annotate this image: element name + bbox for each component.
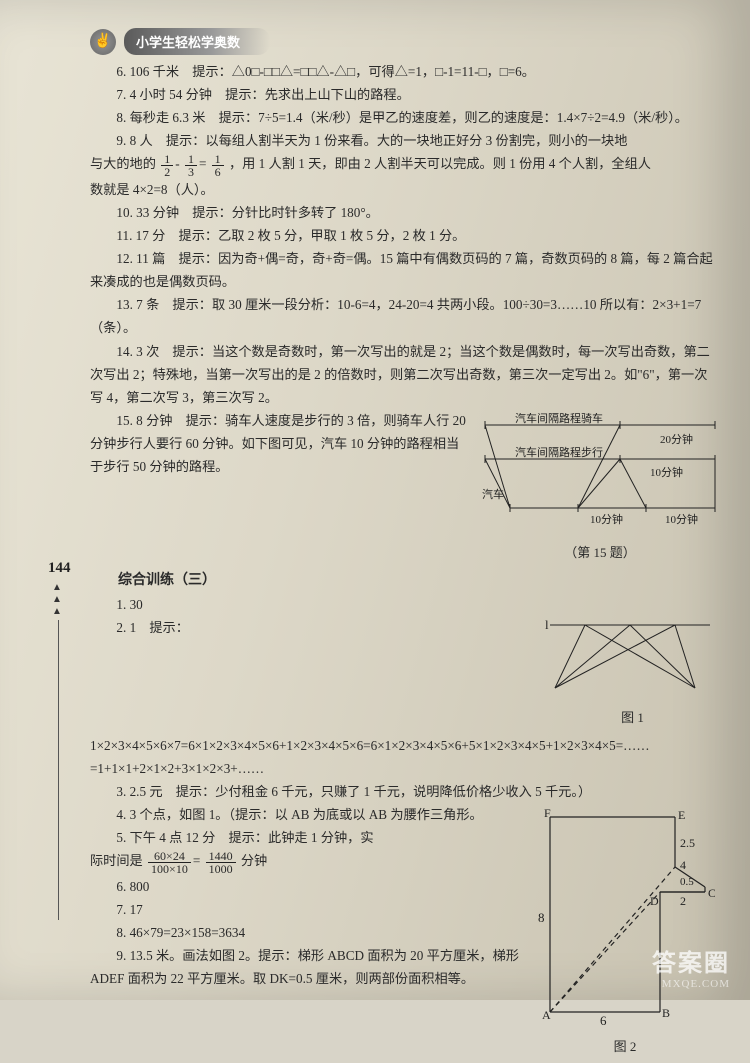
item-9-post: ，用 1 人割 1 天，即由 2 人割半天可以完成。则 1 份用 4 个人割，全… <box>229 156 651 171</box>
item-12: 12. 11 篇 提示：因为奇+偶=奇，奇+奇=偶。15 篇中有偶数页码的 7 … <box>90 247 720 293</box>
svg-text:D: D <box>650 894 659 908</box>
figure-1-caption: 图 1 <box>545 707 720 730</box>
figure-15-caption: （第 15 题） <box>480 542 720 565</box>
fraction-1-2: 12 <box>161 153 173 178</box>
item-13: 13. 7 条 提示：取 30 厘米一段分析：10-6=4，24-20=4 共两… <box>90 293 720 339</box>
svg-text:A: A <box>542 1008 551 1022</box>
figure-1: l 图 1 <box>545 613 720 730</box>
item-14: 14. 3 次 提示：当这个数是奇数时，第一次写出的就是 2；当这个数是偶数时，… <box>90 340 720 409</box>
figure-2: F E C D B A 2.5 4 0.5 2 8 6 图 2 <box>530 807 720 1059</box>
svg-text:8: 8 <box>538 910 545 925</box>
item-9-line2: 与大的地的 12- 13= 16 ，用 1 人割 1 天，即由 2 人割半天可以… <box>90 152 720 177</box>
fraction-60-24: 60×24100×10 <box>148 850 191 875</box>
page-marker-triangles: ▲▲▲ <box>52 582 62 618</box>
item-9-line1: 9. 8 人 提示：以每组人割半天为 1 份来看。大的一块地正好分 3 份割完，… <box>90 129 720 152</box>
fig15-10min-2: 10分钟 <box>590 512 623 526</box>
watermark: 答案圈 MXQE.COM <box>652 943 730 990</box>
figure-15: 汽车间隔路程骑车 20分钟 汽车间隔路程步行 10分钟 汽车 10分钟 10分钟… <box>480 413 720 565</box>
content-body: 6. 106 千米 提示：△0□-□□△=□□△-△□，可得△=1，□-1=11… <box>90 60 720 1063</box>
item-8: 8. 每秒走 6.3 米 提示：7÷5=1.4（米/秒）是甲乙的速度差，则乙的速… <box>90 106 720 129</box>
item-9-pre: 与大的地的 <box>90 156 156 171</box>
fraction-1-6: 16 <box>212 153 224 178</box>
fig15-10min-3: 10分钟 <box>665 512 698 526</box>
item-9-line3: 数就是 4×2=8（人）。 <box>90 178 720 201</box>
watermark-line2: MXQE.COM <box>652 978 730 990</box>
page-number: 144 <box>48 560 71 577</box>
svg-text:C: C <box>708 886 715 900</box>
fraction-1440: 14401000 <box>206 850 236 875</box>
item-7: 7. 4 小时 54 分钟 提示：先求出上山下山的路程。 <box>90 83 720 106</box>
c5-pre: 际时间是 <box>90 853 143 868</box>
figure-2-caption: 图 2 <box>530 1036 720 1059</box>
svg-text:0.5: 0.5 <box>680 876 694 888</box>
header-title: 小学生轻松学奥数 <box>124 28 270 55</box>
svg-text:l: l <box>545 617 549 632</box>
figure-2-svg: F E C D B A 2.5 4 0.5 2 8 6 <box>530 807 715 1027</box>
header-icon: ✌ <box>90 29 116 55</box>
c-item-3: 3. 2.5 元 提示：少付租金 6 千元，只赚了 1 千元，说明降低价格少收入… <box>90 780 720 803</box>
svg-text:2.5: 2.5 <box>680 836 695 850</box>
section-title: 综合训练（三） <box>90 569 720 594</box>
fig15-10min-1: 10分钟 <box>650 465 683 479</box>
svg-text:6: 6 <box>600 1013 607 1027</box>
margin-vertical-line <box>58 620 59 920</box>
svg-text:E: E <box>678 808 685 822</box>
fig15-20min-1: 20分钟 <box>660 432 693 446</box>
fraction-1-3: 13 <box>185 153 197 178</box>
svg-text:4: 4 <box>680 858 686 872</box>
fig15-label-1: 汽车间隔路程骑车 <box>515 413 603 425</box>
svg-text:F: F <box>544 807 551 820</box>
svg-text:2: 2 <box>680 894 686 908</box>
item-6: 6. 106 千米 提示：△0□-□□△=□□△-△□，可得△=1，□-1=11… <box>90 60 720 83</box>
svg-text:B: B <box>662 1006 670 1020</box>
figure-1-svg: l <box>545 613 715 698</box>
watermark-line1: 答案圈 <box>652 943 730 978</box>
item-11: 11. 17 分 提示：乙取 2 枚 5 分，甲取 1 枚 5 分，2 枚 1 … <box>90 224 720 247</box>
fig15-label-2: 汽车间隔路程步行 <box>515 445 603 459</box>
c5-post: 分钟 <box>241 853 267 868</box>
item-10: 10. 33 分钟 提示：分针比时针多转了 180°。 <box>90 201 720 224</box>
figure-15-svg: 汽车间隔路程骑车 20分钟 汽车间隔路程步行 10分钟 汽车 10分钟 10分钟 <box>480 413 720 533</box>
fig15-label-3: 汽车 <box>482 487 504 501</box>
page-header: ✌ 小学生轻松学奥数 <box>90 28 270 55</box>
